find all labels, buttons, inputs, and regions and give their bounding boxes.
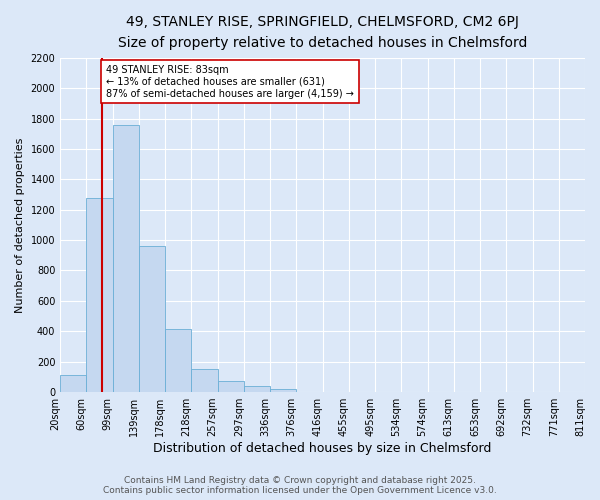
Bar [244,386,270,392]
Bar [60,376,86,392]
Bar [113,124,139,392]
Bar [191,370,218,392]
Bar [165,329,191,392]
Title: 49, STANLEY RISE, SPRINGFIELD, CHELMSFORD, CM2 6PJ
Size of property relative to : 49, STANLEY RISE, SPRINGFIELD, CHELMSFOR… [118,15,527,50]
Text: 49 STANLEY RISE: 83sqm
← 13% of detached houses are smaller (631)
87% of semi-de: 49 STANLEY RISE: 83sqm ← 13% of detached… [106,66,353,98]
X-axis label: Distribution of detached houses by size in Chelmsford: Distribution of detached houses by size … [154,442,492,455]
Y-axis label: Number of detached properties: Number of detached properties [15,137,25,312]
Bar [218,380,244,392]
Bar [139,246,165,392]
Bar [86,198,113,392]
Text: Contains HM Land Registry data © Crown copyright and database right 2025.
Contai: Contains HM Land Registry data © Crown c… [103,476,497,495]
Bar [270,389,296,392]
